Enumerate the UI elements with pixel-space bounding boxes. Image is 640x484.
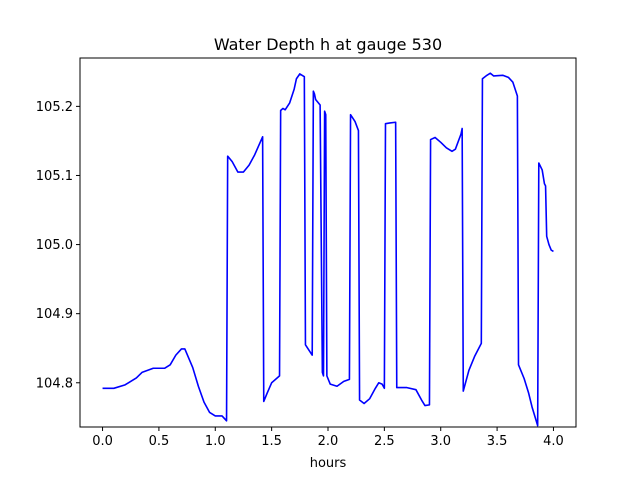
y-tick-label: 105.0 (36, 238, 73, 253)
x-tick-label: 3.0 (430, 434, 451, 449)
x-tick-label: 1.5 (261, 434, 282, 449)
x-tick-label: 3.5 (487, 434, 508, 449)
series-line-0 (102, 72, 554, 427)
y-tick-label: 105.1 (36, 169, 73, 184)
y-tick-label: 105.2 (36, 100, 73, 115)
chart-title: Water Depth h at gauge 530 (214, 35, 442, 54)
x-tick-label: 0.5 (149, 434, 170, 449)
series-layer (102, 72, 554, 427)
x-tick-label: 0.0 (92, 434, 113, 449)
y-axis-ticks: 104.8 104.9 105.0 105.1 105.2 (36, 100, 80, 391)
x-tick-label: 4.0 (543, 434, 564, 449)
x-axis-label: hours (310, 456, 347, 471)
x-tick-label: 1.0 (205, 434, 226, 449)
x-tick-label: 2.0 (318, 434, 339, 449)
x-axis-ticks: 0.0 0.5 1.0 1.5 2.0 2.5 3.0 3.5 4.0 (92, 427, 564, 449)
x-tick-label: 2.5 (374, 434, 395, 449)
y-tick-label: 104.8 (36, 376, 73, 391)
y-tick-label: 104.9 (36, 307, 73, 322)
